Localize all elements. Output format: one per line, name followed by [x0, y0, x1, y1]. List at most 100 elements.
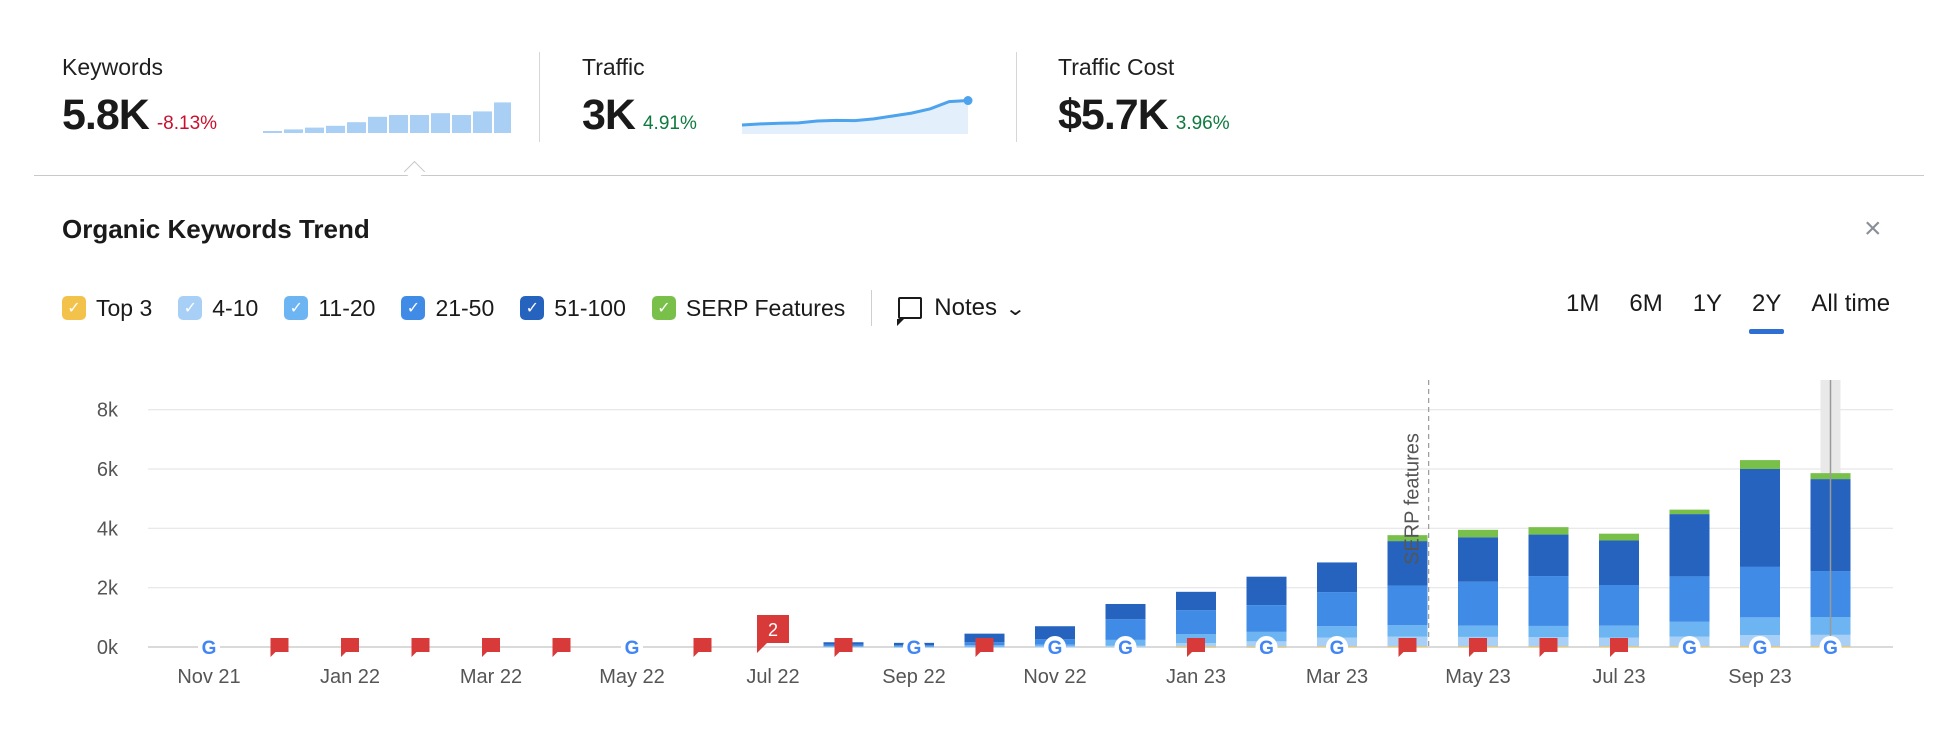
svg-text:G: G: [1753, 638, 1768, 659]
bar-segment[interactable]: [1740, 460, 1780, 469]
range-1m[interactable]: 1M: [1566, 290, 1600, 317]
notes-dropdown[interactable]: Notes ⌄: [897, 294, 1026, 326]
metric-value: $5.7K: [1058, 91, 1169, 139]
metric-keywords[interactable]: Keywords 5.8K -8.13%: [62, 54, 217, 140]
metric-delta: 4.91%: [642, 113, 697, 134]
bar-segment[interactable]: [1387, 625, 1428, 637]
note-flag-icon[interactable]: [693, 638, 712, 657]
close-button[interactable]: ×: [1864, 212, 1882, 245]
google-update-icon[interactable]: G: [198, 636, 220, 659]
bar-segment[interactable]: [1669, 621, 1710, 637]
google-update-icon[interactable]: G: [1326, 636, 1348, 659]
note-flag-icon[interactable]: [552, 638, 571, 657]
google-update-icon[interactable]: G: [1114, 636, 1137, 659]
bar-segment[interactable]: [1458, 625, 1498, 637]
bar-segment[interactable]: [1458, 529, 1498, 538]
bar-segment[interactable]: [1105, 619, 1146, 640]
note-flag-icon[interactable]: [411, 638, 430, 657]
svg-text:G: G: [1118, 638, 1133, 659]
note-flag-icon[interactable]: [1539, 638, 1558, 657]
metrics-bar: Keywords 5.8K -8.13% Traffic 3K 4.91% Tr…: [34, 0, 1924, 176]
checkbox-icon[interactable]: ✓: [520, 296, 545, 320]
bar-segment[interactable]: [1458, 581, 1498, 626]
bar-segment[interactable]: [1669, 514, 1710, 577]
bar-segment[interactable]: [1599, 584, 1639, 626]
checkbox-icon[interactable]: ✓: [401, 296, 426, 320]
range-2y[interactable]: 2Y: [1749, 290, 1785, 334]
metric-traffic[interactable]: Traffic 3K 4.91%: [582, 54, 697, 140]
google-update-icon[interactable]: G: [1044, 636, 1066, 659]
legend-item-serp-features[interactable]: ✓ SERP Features: [651, 294, 846, 322]
bar-segment[interactable]: [1599, 533, 1639, 541]
bar-segment[interactable]: [1528, 576, 1569, 626]
note-flag-icon[interactable]: [270, 638, 289, 657]
google-update-icon[interactable]: G: [1255, 636, 1278, 659]
note-flag-icon[interactable]: [341, 638, 359, 657]
bar-segment[interactable]: [1387, 535, 1428, 542]
range-all-time[interactable]: All time: [1811, 290, 1891, 317]
bar-segment[interactable]: [1669, 509, 1710, 515]
note-flag-icon[interactable]: [1610, 638, 1628, 657]
bar-segment[interactable]: [1246, 605, 1287, 632]
bar-segment[interactable]: [1317, 626, 1357, 638]
bar-segment[interactable]: [1317, 592, 1357, 627]
bar-segment[interactable]: [1528, 625, 1569, 638]
bar-segment[interactable]: [1528, 534, 1569, 577]
bar-segment[interactable]: [1740, 617, 1780, 636]
svg-text:G: G: [1682, 638, 1697, 659]
checkbox-icon[interactable]: ✓: [62, 296, 86, 320]
x-tick-label: Jan 23: [1166, 666, 1226, 688]
legend-label: SERP Features: [685, 294, 846, 321]
sparkline-bar: [494, 102, 511, 133]
x-tick-label: Nov 21: [177, 666, 240, 688]
bar-segment[interactable]: [964, 633, 1005, 643]
bar-segment[interactable]: [1105, 603, 1146, 620]
note-flag-icon[interactable]: [975, 638, 994, 657]
google-update-icon[interactable]: G: [1678, 636, 1701, 659]
bar-segment[interactable]: [1387, 541, 1428, 586]
legend-item-21-50[interactable]: ✓ 21-50: [401, 295, 494, 322]
x-tick-label: May 22: [599, 666, 665, 688]
sparkline-bar: [431, 113, 450, 133]
bar-segment[interactable]: [1528, 527, 1569, 535]
range-1y[interactable]: 1Y: [1692, 290, 1723, 317]
bar-segment[interactable]: [1599, 540, 1639, 585]
bar-segment[interactable]: [1387, 585, 1428, 626]
note-flag-icon[interactable]: [1187, 638, 1205, 657]
bar-segment[interactable]: [1458, 537, 1498, 582]
metric-label: Keywords: [62, 54, 163, 80]
note-flag-icon[interactable]: [834, 638, 853, 657]
legend-item-11-20[interactable]: ✓ 11-20: [284, 295, 375, 322]
checkbox-icon[interactable]: ✓: [651, 296, 676, 320]
checkbox-icon[interactable]: ✓: [284, 296, 309, 320]
note-flag-icon[interactable]: 2: [757, 615, 789, 653]
checkbox-icon[interactable]: ✓: [178, 296, 203, 320]
bar-segment[interactable]: [1599, 625, 1639, 638]
y-tick-label: 0k: [97, 637, 119, 659]
sparkline-bar: [347, 122, 366, 133]
bar-segment[interactable]: [1317, 562, 1357, 593]
bar-segment[interactable]: [1035, 626, 1075, 640]
bar-segment[interactable]: [1246, 576, 1287, 606]
legend-item-51-100[interactable]: ✓ 51-100: [520, 295, 626, 322]
sparkline-bar: [389, 115, 408, 133]
bar-segment[interactable]: [1176, 591, 1216, 611]
legend-label: 51-100: [554, 294, 626, 321]
note-flag-icon[interactable]: [1398, 638, 1417, 657]
bar-segment[interactable]: [1740, 469, 1780, 567]
google-update-icon[interactable]: G: [621, 636, 643, 659]
legend-item-4-10[interactable]: ✓ 4-10: [178, 295, 258, 322]
google-update-icon[interactable]: G: [1819, 636, 1842, 659]
note-flag-icon[interactable]: [1469, 638, 1487, 657]
note-flag-icon[interactable]: [482, 638, 500, 657]
range-6m[interactable]: 6M: [1629, 290, 1663, 317]
x-tick-label: Mar 22: [460, 666, 522, 688]
bar-segment[interactable]: [1740, 566, 1780, 618]
google-update-icon[interactable]: G: [903, 636, 925, 659]
metric-traffic-cost[interactable]: Traffic Cost $5.7K 3.96%: [1058, 54, 1230, 140]
legend-item-top3[interactable]: ✓ Top 3: [62, 295, 152, 322]
chart-legend: ✓ Top 3 ✓ 4-10 ✓ 11-20 ✓ 21-50 ✓ 51-100 …: [62, 290, 1026, 326]
bar-segment[interactable]: [1669, 576, 1710, 622]
bar-segment[interactable]: [1176, 610, 1216, 635]
google-update-icon[interactable]: G: [1749, 636, 1771, 659]
